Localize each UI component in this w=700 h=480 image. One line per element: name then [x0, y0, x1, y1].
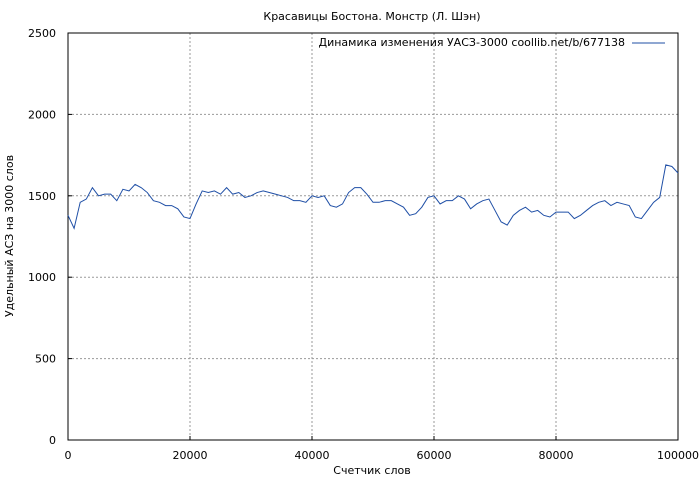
y-tick-label: 0: [49, 434, 56, 447]
y-axis-label: Удельный АСЗ на 3000 слов: [3, 155, 16, 317]
y-tick-label: 2500: [28, 27, 56, 40]
x-axis-ticks: 0 20000 40000 60000 80000 100000: [65, 436, 699, 462]
legend: Динамика изменения УАСЗ-3000 coollib.net…: [319, 36, 665, 49]
legend-label: Динамика изменения УАСЗ-3000 coollib.net…: [319, 36, 626, 49]
series-line: [67, 164, 679, 230]
x-tick-label: 40000: [295, 449, 330, 462]
x-tick-label: 0: [65, 449, 72, 462]
grid-lines: [68, 33, 678, 440]
chart-title: Красавицы Бостона. Монстр (Л. Шэн): [263, 10, 480, 23]
x-tick-label: 20000: [173, 449, 208, 462]
plot-frame: [67, 32, 679, 441]
x-axis-label: Счетчик слов: [333, 464, 410, 477]
x-tick-label: 100000: [657, 449, 699, 462]
x-tick-label: 80000: [539, 449, 574, 462]
y-axis-ticks: 0 500 1000 1500 2000 2500: [28, 27, 72, 447]
y-tick-label: 500: [35, 353, 56, 366]
y-tick-label: 2000: [28, 108, 56, 121]
x-tick-label: 60000: [417, 449, 452, 462]
y-tick-label: 1000: [28, 271, 56, 284]
y-tick-label: 1500: [28, 190, 56, 203]
